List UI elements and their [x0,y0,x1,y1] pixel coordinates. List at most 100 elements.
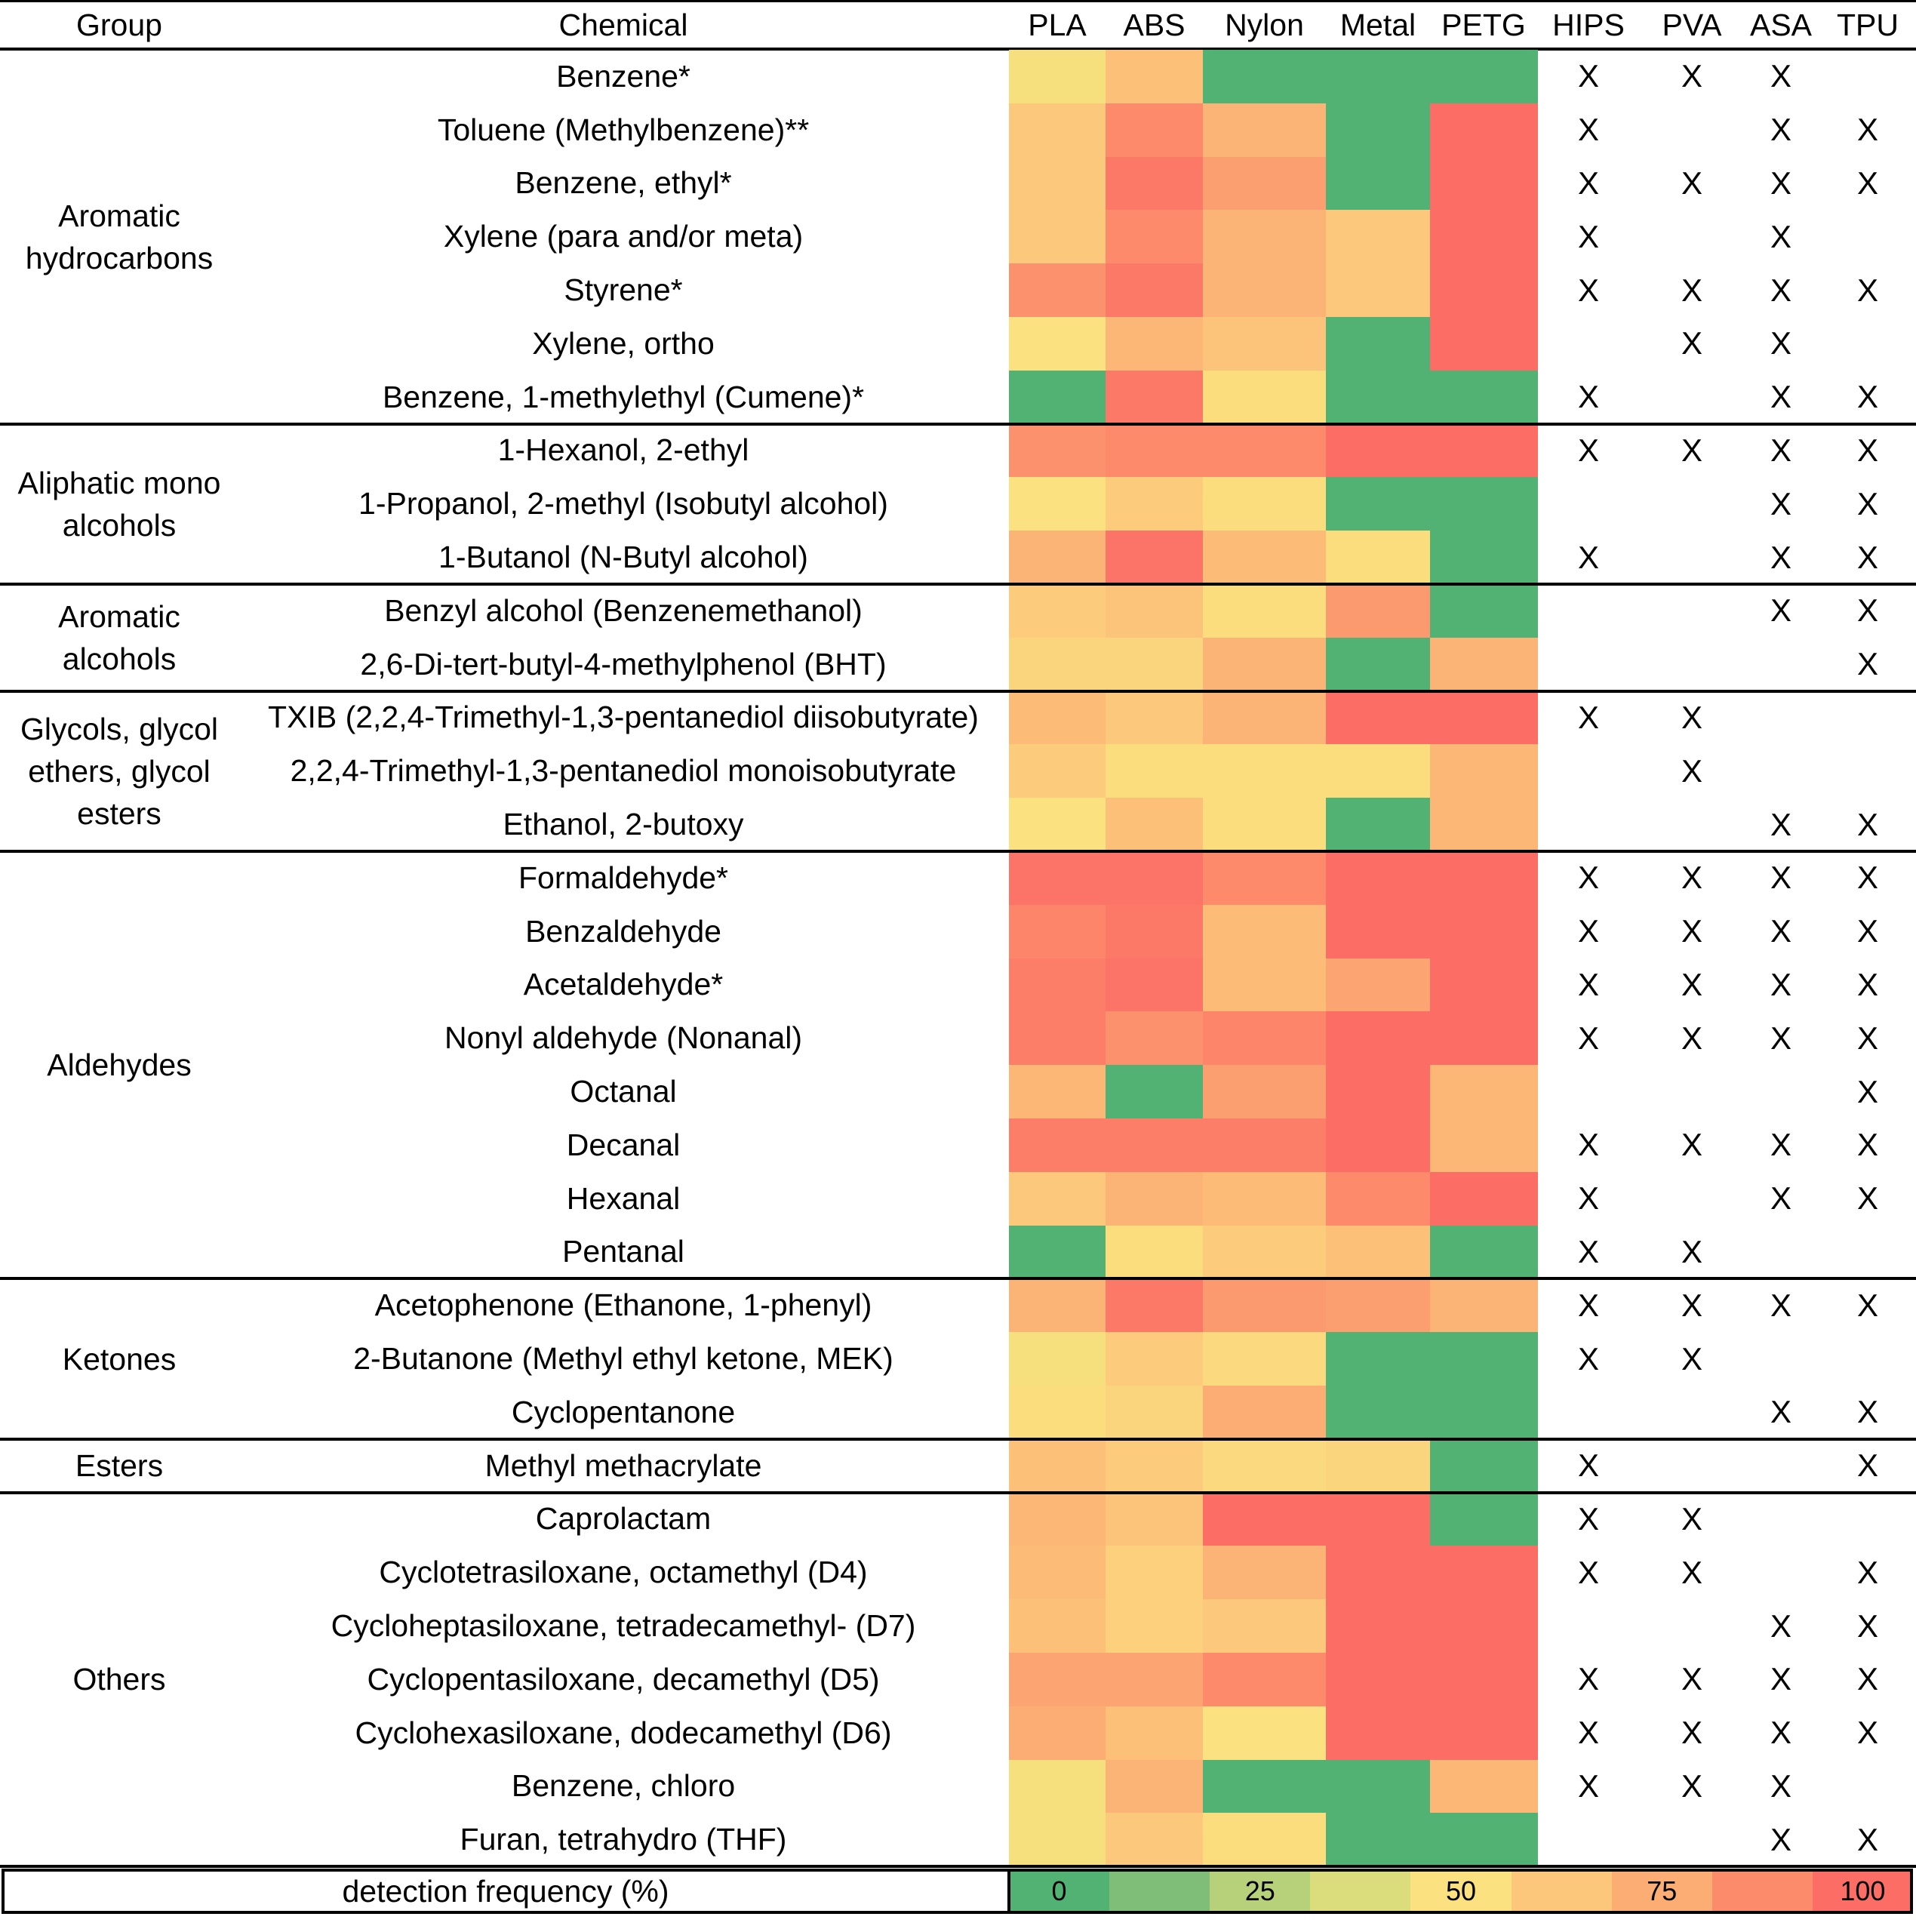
header-abs: ABS [1123,7,1186,42]
chemical-label: Pentanal [562,1234,684,1269]
heat-cell [1203,798,1327,852]
heat-cell [1106,477,1204,531]
heat-cell [1009,1118,1106,1173]
presence-mark: X [1770,806,1791,842]
presence-mark: X [1770,272,1791,308]
chemical-label: Benzaldehyde [525,913,721,949]
heat-cell [1326,1438,1431,1494]
chemical-label: Benzene, 1-methylethyl (Cumene)* [382,379,865,414]
heat-cell [1430,1225,1538,1279]
heat-cell [1203,423,1327,478]
heat-cell [1106,637,1204,692]
chemical-label: Hexanal [566,1180,681,1216]
presence-mark: X [1577,913,1599,949]
heat-cell [1326,744,1431,798]
heat-cell [1106,50,1204,104]
heat-cell [1430,50,1538,104]
heat-cell [1326,1011,1431,1066]
heat-cell [1009,1546,1106,1600]
presence-mark: X [1856,1821,1878,1857]
chemical-label: Xylene, ortho [532,325,715,361]
presence-mark: X [1681,325,1702,361]
top-rule [0,0,1916,2]
presence-mark: X [1577,1127,1599,1163]
heat-cell [1203,317,1327,371]
presence-mark: X [1577,860,1599,896]
heat-cell [1106,1171,1204,1226]
presence-mark: X [1856,1073,1878,1109]
chemical-label: Cyclohexasiloxane, dodecamethyl (D6) [355,1715,892,1750]
heat-cell [1009,1065,1106,1119]
presence-mark: X [1770,1287,1791,1323]
group-label: Glycols, glycol ethers, glycol esters [20,711,218,831]
heat-cell [1430,1118,1538,1173]
presence-mark: X [1856,592,1878,629]
heat-cell [1203,1332,1327,1386]
heat-cell [1203,691,1327,745]
heat-cell [1106,370,1204,425]
heat-cell [1430,1546,1538,1600]
heat-cell [1326,1386,1431,1440]
legend-swatch [1109,1869,1210,1915]
group-separator [0,1437,1916,1441]
heat-cell [1009,50,1106,104]
heat-cell [1326,156,1431,211]
heat-cell [1203,477,1327,531]
presence-mark: X [1577,1020,1599,1056]
header-metal: Metal [1339,7,1416,42]
heat-cell [1430,904,1538,959]
group-separator [0,1277,1916,1281]
group-label: Esters [75,1448,164,1484]
heat-cell [1009,531,1106,585]
heat-cell [1009,477,1106,531]
heat-cell [1203,637,1327,692]
presence-mark: X [1681,272,1702,308]
heat-cell [1203,1492,1327,1546]
presence-mark: X [1856,1180,1878,1217]
heat-cell [1326,1813,1431,1867]
presence-mark: X [1856,379,1878,415]
group-label: Aliphatic mono alcohols [17,465,221,543]
heat-cell [1326,1332,1431,1386]
chemical-label: Cyclotetrasiloxane, octamethyl (D4) [379,1555,868,1590]
presence-mark: X [1681,165,1702,201]
legend-swatch [1310,1869,1411,1915]
heat-cell [1106,1653,1204,1707]
legend-swatch [1812,1869,1914,1915]
presence-mark: X [1770,1394,1791,1430]
presence-mark: X [1770,379,1791,415]
heat-cell [1203,958,1327,1012]
presence-mark: X [1681,1127,1702,1163]
legend-swatch [1711,1869,1813,1915]
presence-mark: X [1856,432,1878,468]
heat-cell [1326,1546,1431,1600]
heat-cell [1430,691,1538,745]
chemical-label: 2-Butanone (Methyl ethyl ketone, MEK) [353,1341,893,1377]
presence-mark: X [1577,379,1599,415]
presence-mark: X [1577,1500,1599,1537]
chemical-label: Benzyl alcohol (Benzenemethanol) [384,592,863,628]
legend-title: detection frequency (%) [342,1873,669,1909]
chemical-label: Cyclopentanone [511,1394,736,1429]
presence-mark: X [1856,966,1878,1002]
heat-cell [1106,1438,1204,1494]
group-label: Aromatic alcohols [58,598,180,676]
heat-cell [1106,904,1204,959]
chemical-label: TXIB (2,2,4-Trimethyl-1,3-pentanediol di… [268,700,979,735]
legend-divider [1007,1869,1010,1915]
chemical-label: Octanal [570,1074,677,1109]
presence-mark: X [1770,966,1791,1002]
presence-mark: X [1577,1661,1599,1697]
heat-cell [1009,584,1106,638]
heat-cell [1009,1278,1106,1333]
heat-cell [1326,584,1431,638]
legend-tick-label: 50 [1445,1875,1477,1907]
presence-mark: X [1681,1233,1702,1269]
heat-cell [1106,531,1204,585]
legend-swatch [1410,1869,1512,1915]
presence-mark: X [1577,272,1599,308]
heat-cell [1009,1759,1106,1814]
heat-cell [1009,851,1106,906]
heat-cell [1106,1011,1204,1066]
heat-cell [1430,744,1538,798]
